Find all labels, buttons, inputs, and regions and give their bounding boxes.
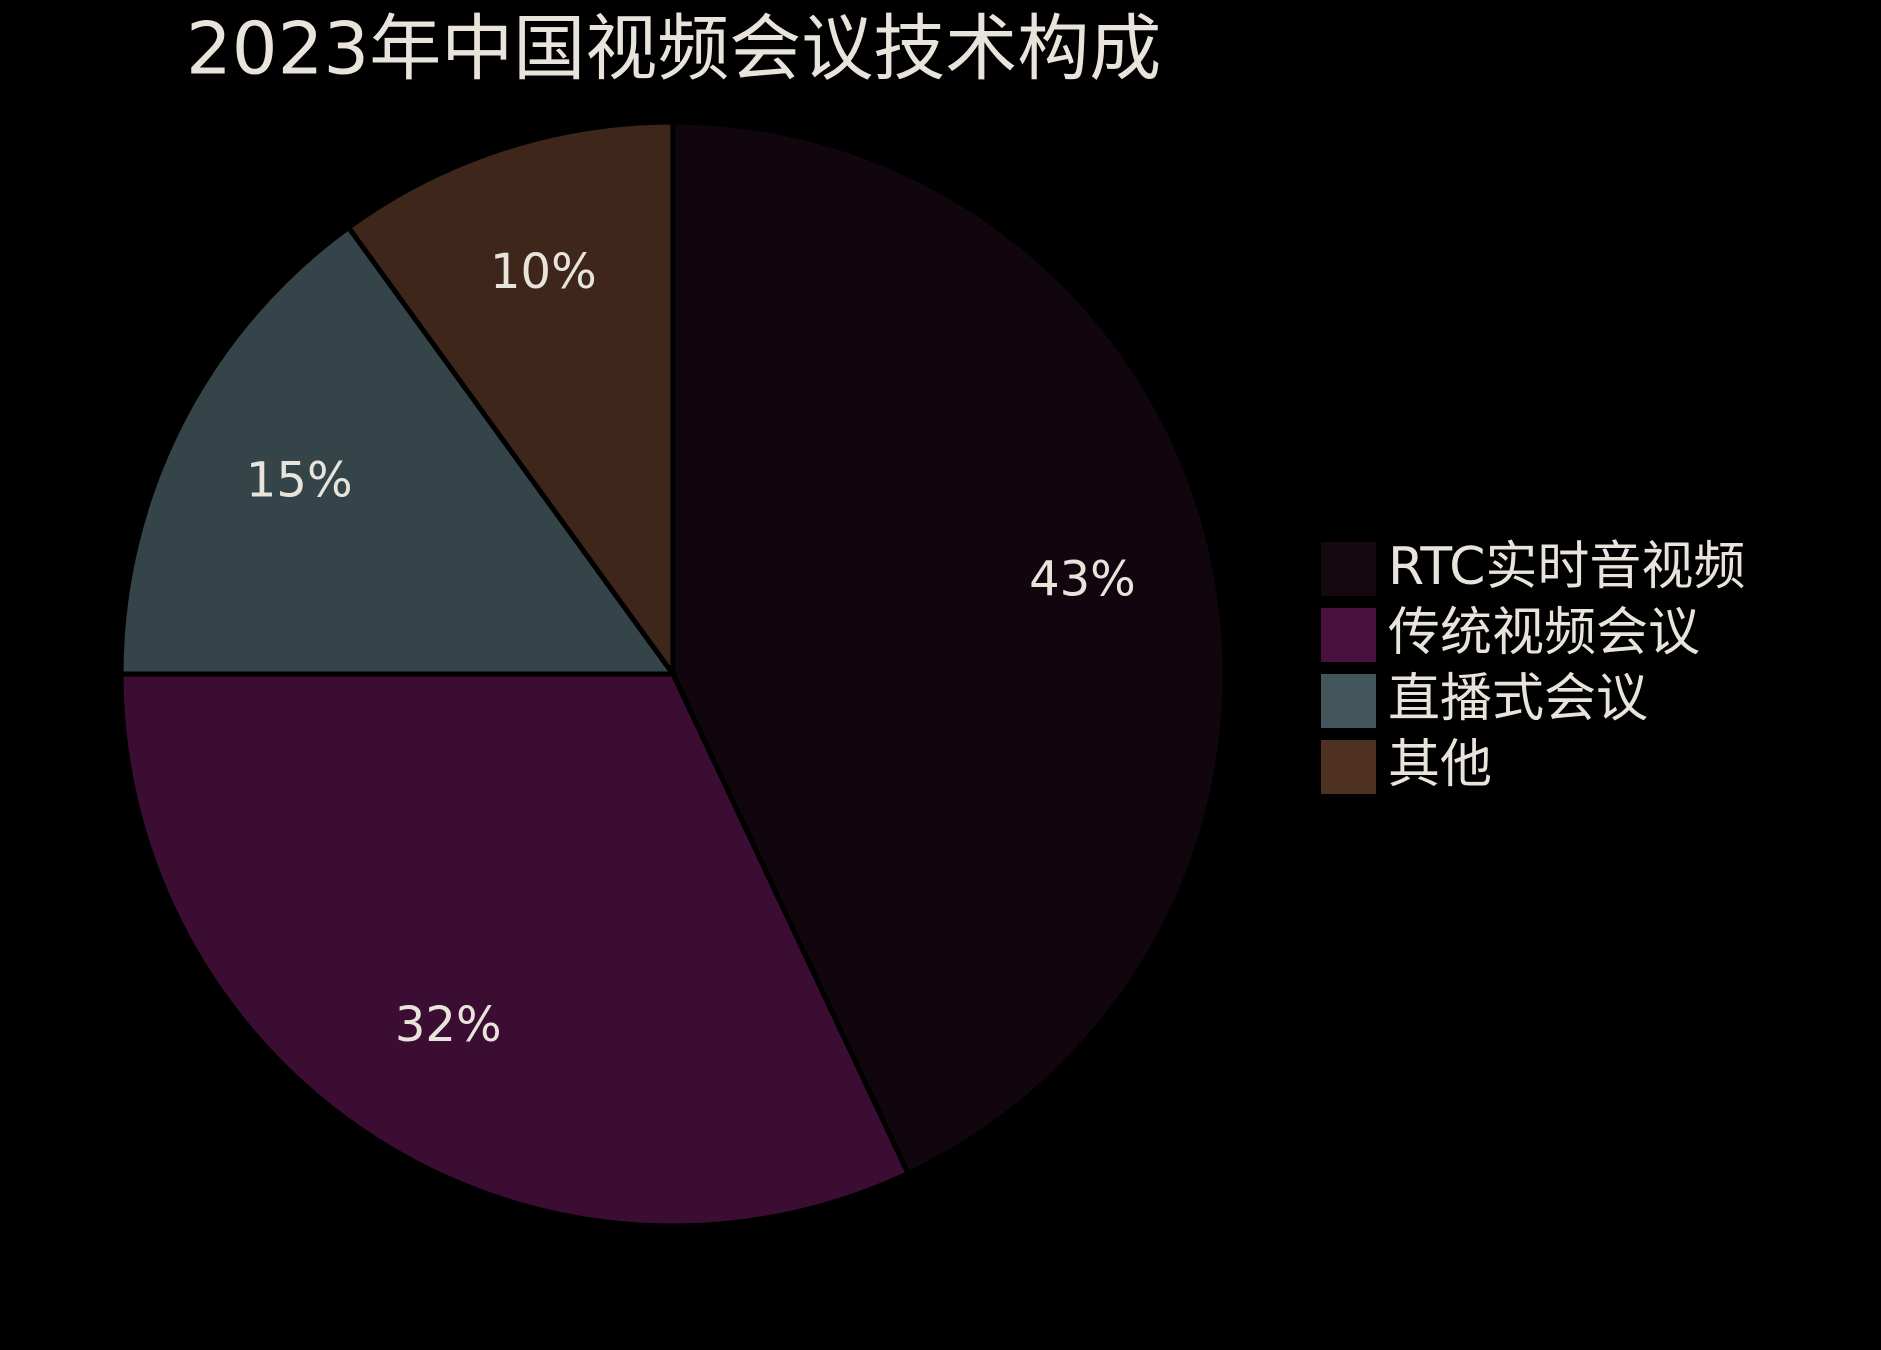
pie-slice [345, 119, 676, 682]
legend-label: 传统视频会议 [1388, 603, 1700, 663]
legend-label: 其他 [1388, 735, 1492, 795]
pie-slice [118, 671, 912, 1229]
pie-slice [670, 119, 1228, 1177]
legend-swatch [1321, 542, 1376, 596]
data-label: 43% [1029, 551, 1136, 607]
pie-slice [118, 223, 678, 677]
legend-label: 直播式会议 [1388, 669, 1648, 729]
legend-swatch [1321, 608, 1376, 662]
data-label: 32% [395, 997, 502, 1053]
data-label: 10% [490, 244, 597, 300]
legend-swatch [1321, 674, 1376, 728]
legend-label: RTC实时音视频 [1388, 537, 1745, 597]
data-label: 15% [246, 453, 353, 509]
chart-title: 2023年中国视频会议技术构成 [186, 7, 1161, 91]
legend-swatch [1321, 740, 1376, 794]
